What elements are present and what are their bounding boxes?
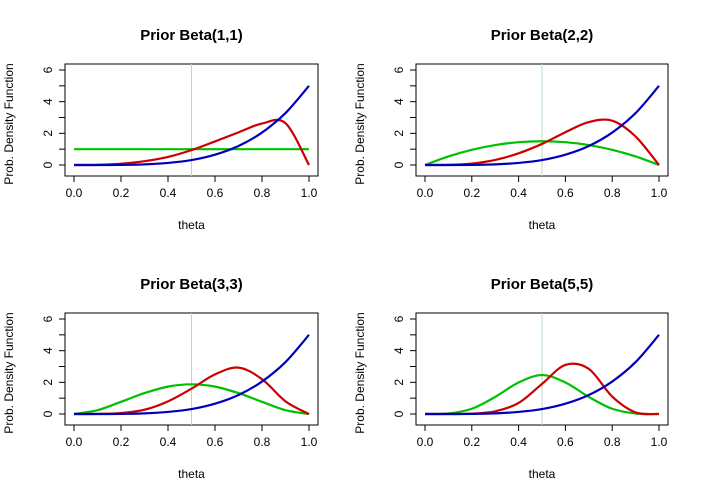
y-axis-label: Prob. Density Function xyxy=(2,63,16,184)
x-tick-label: 0.2 xyxy=(463,435,480,449)
x-tick-label: 1.0 xyxy=(651,435,668,449)
x-tick-label: 1.0 xyxy=(651,186,668,200)
x-tick-label: 0.8 xyxy=(604,435,621,449)
chart-title: Prior Beta(1,1) xyxy=(140,27,243,44)
x-tick-label: 0.0 xyxy=(66,186,83,200)
x-tick-label: 0.4 xyxy=(160,435,177,449)
x-axis-label: theta xyxy=(529,467,556,481)
x-tick-label: 0.2 xyxy=(113,186,130,200)
x-tick-label: 0.0 xyxy=(66,435,83,449)
y-axis-label: Prob. Density Function xyxy=(353,312,367,433)
chart-title: Prior Beta(2,2) xyxy=(491,27,594,44)
x-tick-label: 0.0 xyxy=(417,435,434,449)
series-line-1 xyxy=(424,140,660,167)
series-line-3 xyxy=(73,334,310,416)
x-tick-label: 1.0 xyxy=(301,435,318,449)
chart-panel-4: Prior Beta(5,5) 0.0 0.2 0.4 0.6 0.8 1.0 0 2 4 6 the… xyxy=(353,276,669,481)
series-line-1 xyxy=(73,383,310,416)
x-tick-label: 0.4 xyxy=(510,186,527,200)
x-axis-label: theta xyxy=(178,467,205,481)
y-tick-label: 4 xyxy=(41,98,55,105)
x-tick-label: 0.6 xyxy=(207,186,224,200)
x-tick-label: 0.6 xyxy=(557,435,574,449)
y-tick-label: 0 xyxy=(41,161,55,168)
x-tick-label: 0.8 xyxy=(604,186,621,200)
y-tick-label: 0 xyxy=(392,161,406,168)
y-tick-label: 4 xyxy=(41,347,55,354)
y-axis-label: Prob. Density Function xyxy=(353,63,367,184)
series-line-3 xyxy=(424,334,660,416)
y-tick-label: 2 xyxy=(392,379,406,386)
chart-panel-1: Prior Beta(1,1) 0.0 0.2 0.4 0.6 0.8 1.0 0 2 4 6 the… xyxy=(2,27,319,232)
y-tick-label: 2 xyxy=(392,130,406,137)
x-tick-label: 0.0 xyxy=(417,186,434,200)
x-tick-label: 0.8 xyxy=(254,435,271,449)
x-tick-label: 0.4 xyxy=(160,186,177,200)
y-tick-label: 6 xyxy=(392,315,406,322)
x-tick-label: 0.8 xyxy=(254,186,271,200)
series-line-3 xyxy=(424,85,660,167)
x-tick-label: 0.6 xyxy=(207,435,224,449)
y-tick-label: 2 xyxy=(41,130,55,137)
y-tick-label: 6 xyxy=(41,315,55,322)
x-tick-label: 0.6 xyxy=(557,186,574,200)
chart-panel-3: Prior Beta(3,3) 0.0 0.2 0.4 0.6 0.8 1.0 0 2 4 6 the… xyxy=(2,276,319,481)
x-tick-label: 0.4 xyxy=(510,435,527,449)
x-axis-label: theta xyxy=(178,218,205,232)
y-tick-label: 6 xyxy=(41,66,55,73)
y-tick-label: 6 xyxy=(392,66,406,73)
chart-title: Prior Beta(3,3) xyxy=(140,276,243,293)
chart-panel-2: Prior Beta(2,2) 0.0 0.2 0.4 0.6 0.8 1.0 0 2 4 6 the… xyxy=(353,27,669,232)
x-tick-label: 1.0 xyxy=(301,186,318,200)
y-tick-label: 0 xyxy=(392,410,406,417)
x-tick-label: 0.2 xyxy=(463,186,480,200)
y-tick-label: 0 xyxy=(41,410,55,417)
x-tick-label: 0.2 xyxy=(113,435,130,449)
y-axis-label: Prob. Density Function xyxy=(2,312,16,433)
y-tick-label: 4 xyxy=(392,98,406,105)
y-tick-label: 4 xyxy=(392,347,406,354)
series-line-1 xyxy=(424,373,660,416)
x-axis-label: theta xyxy=(529,218,556,232)
chart-title: Prior Beta(5,5) xyxy=(491,276,594,293)
y-tick-label: 2 xyxy=(41,379,55,386)
series-line-3 xyxy=(73,85,310,167)
